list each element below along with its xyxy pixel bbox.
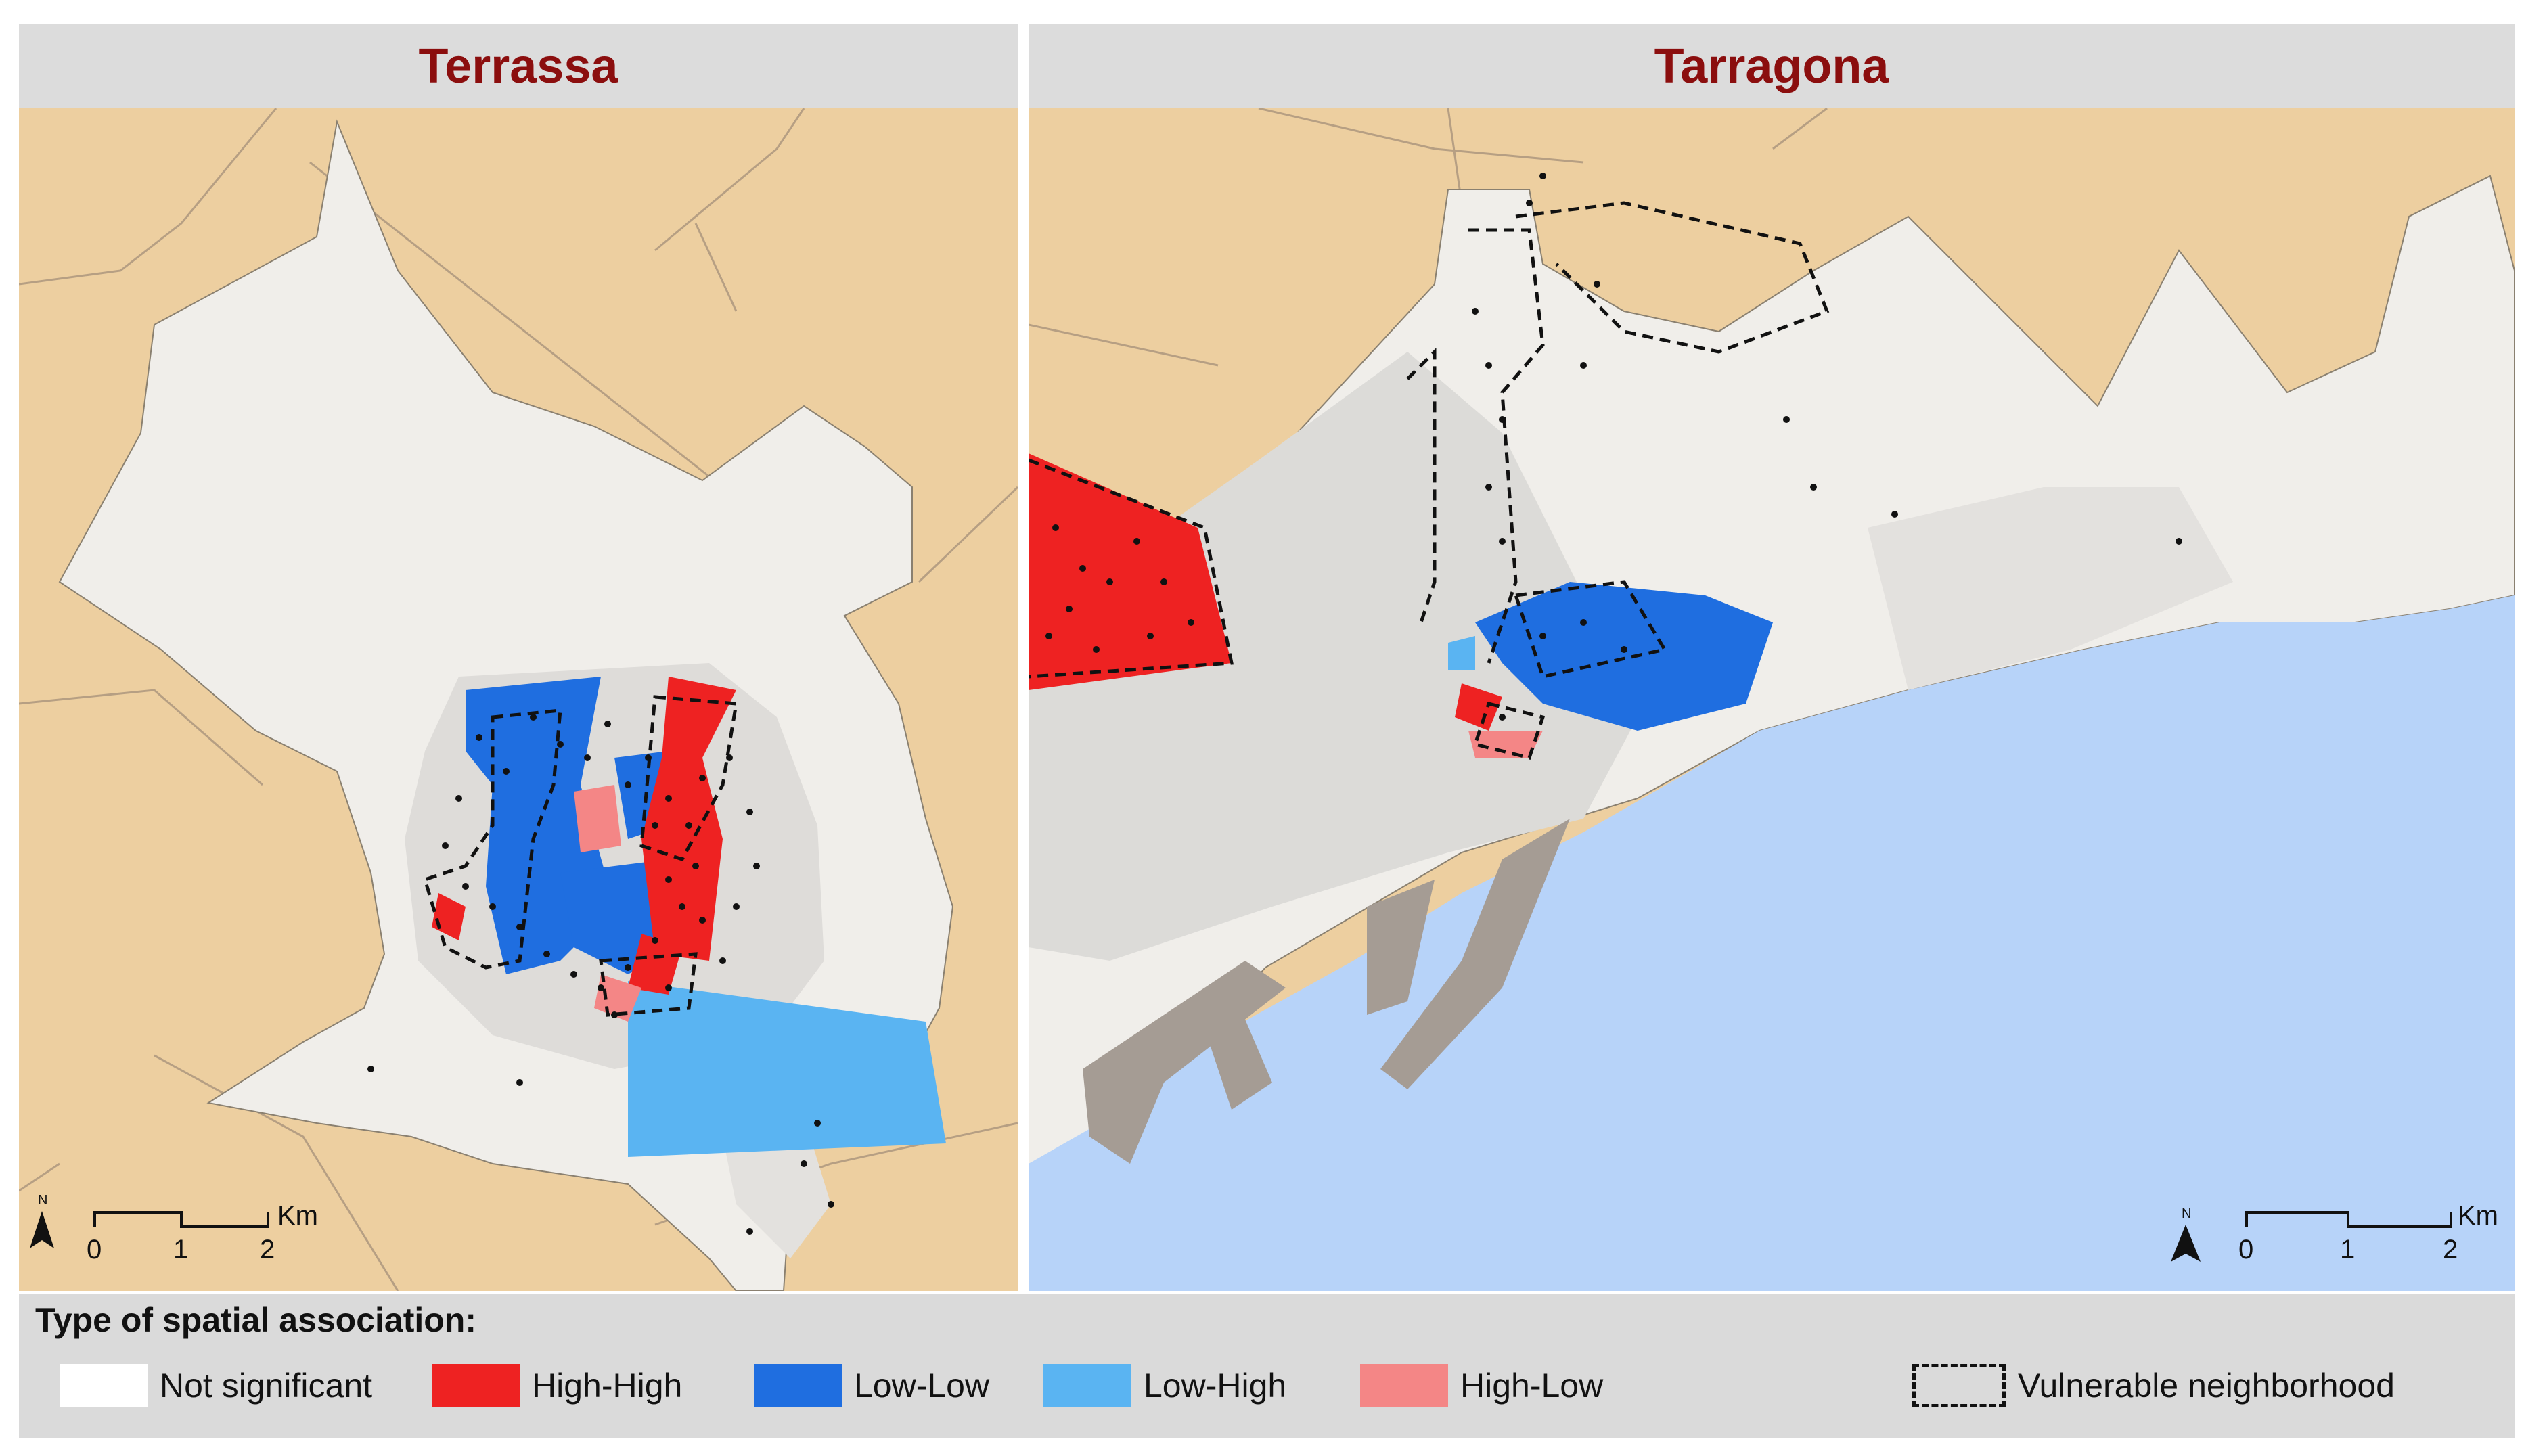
legend-label: Low-Low (854, 1367, 990, 1405)
legend-label: Low-High (1144, 1367, 1287, 1405)
legend-swatch (1360, 1364, 1448, 1407)
legend-label: Not significant (160, 1367, 373, 1405)
high-low-cluster (1468, 731, 1543, 758)
panel-title: Tarragona (1654, 39, 1889, 93)
scale-bar: 0 1 2 Km (2238, 1201, 2498, 1265)
map-canvas: N 0 1 2 Km (1029, 108, 2515, 1291)
map-panel-tarragona: Tarragona (1029, 24, 2515, 1291)
scale-tick: 2 (260, 1235, 275, 1265)
point-locations (367, 714, 834, 1235)
north-arrow: N (2171, 1206, 2201, 1262)
legend: Type of spatial association: Not signifi… (19, 1294, 2515, 1438)
map-tarragona[interactable]: N 0 1 2 Km (1029, 108, 2515, 1291)
map-terrassa[interactable]: N 0 1 2 Km (19, 108, 1018, 1291)
map-panel-terrassa: Terrassa (19, 24, 1018, 1291)
north-label: N (2182, 1206, 2191, 1221)
neighbour-boundaries (1029, 108, 1828, 367)
legend-swatch (754, 1364, 842, 1407)
high-high-clusters (432, 677, 736, 995)
panel-header: Tarragona (1029, 24, 2515, 108)
low-high-cluster (1448, 636, 1475, 670)
point-locations (1045, 173, 2182, 721)
legend-swatch (60, 1364, 148, 1407)
scale-unit: Km (277, 1201, 318, 1231)
scale-tick: 1 (173, 1235, 188, 1265)
scale-tick: 2 (2443, 1235, 2458, 1265)
port (1083, 819, 1570, 1164)
low-high-cluster (628, 981, 946, 1157)
legend-item-high-low: High-Low (1360, 1359, 1603, 1413)
legend-item-not-significant: Not significant (60, 1359, 372, 1413)
scale-tick: 0 (87, 1235, 102, 1265)
low-low-cluster (1475, 582, 1773, 731)
vulnerable-boundaries (422, 695, 738, 1017)
legend-item-vulnerable: Vulnerable neighborhood (1912, 1359, 2395, 1413)
legend-label: High-Low (1460, 1367, 1604, 1405)
scale-bar: 0 1 2 Km (87, 1201, 318, 1265)
high-high-cluster-small (1455, 683, 1502, 731)
urban-area (1029, 352, 1638, 961)
panel-title: Terrassa (418, 39, 618, 93)
north-label: N (38, 1193, 47, 1208)
legend-swatch-dashed (1912, 1364, 2006, 1407)
legend-label: High-High (532, 1367, 683, 1405)
scale-tick: 1 (2340, 1235, 2355, 1265)
panel-header: Terrassa (19, 24, 1018, 108)
north-arrow: N (30, 1193, 54, 1248)
legend-item-low-low: Low-Low (754, 1359, 989, 1413)
sea (1029, 595, 2515, 1291)
urban-area-east (1868, 487, 2233, 690)
legend-item-low-high: Low-High (1043, 1359, 1286, 1413)
map-canvas: N 0 1 2 Km (19, 108, 1018, 1291)
legend-title: Type of spatial association: (35, 1301, 477, 1339)
legend-item-high-high: High-High (432, 1359, 682, 1413)
legend-label: Vulnerable neighborhood (2018, 1367, 2395, 1405)
scale-unit: Km (2458, 1201, 2498, 1231)
high-high-cluster (1029, 453, 1232, 690)
legend-swatch (1043, 1364, 1131, 1407)
vulnerable-boundaries (1029, 201, 1830, 760)
scale-tick: 0 (2238, 1235, 2253, 1265)
legend-swatch (432, 1364, 520, 1407)
